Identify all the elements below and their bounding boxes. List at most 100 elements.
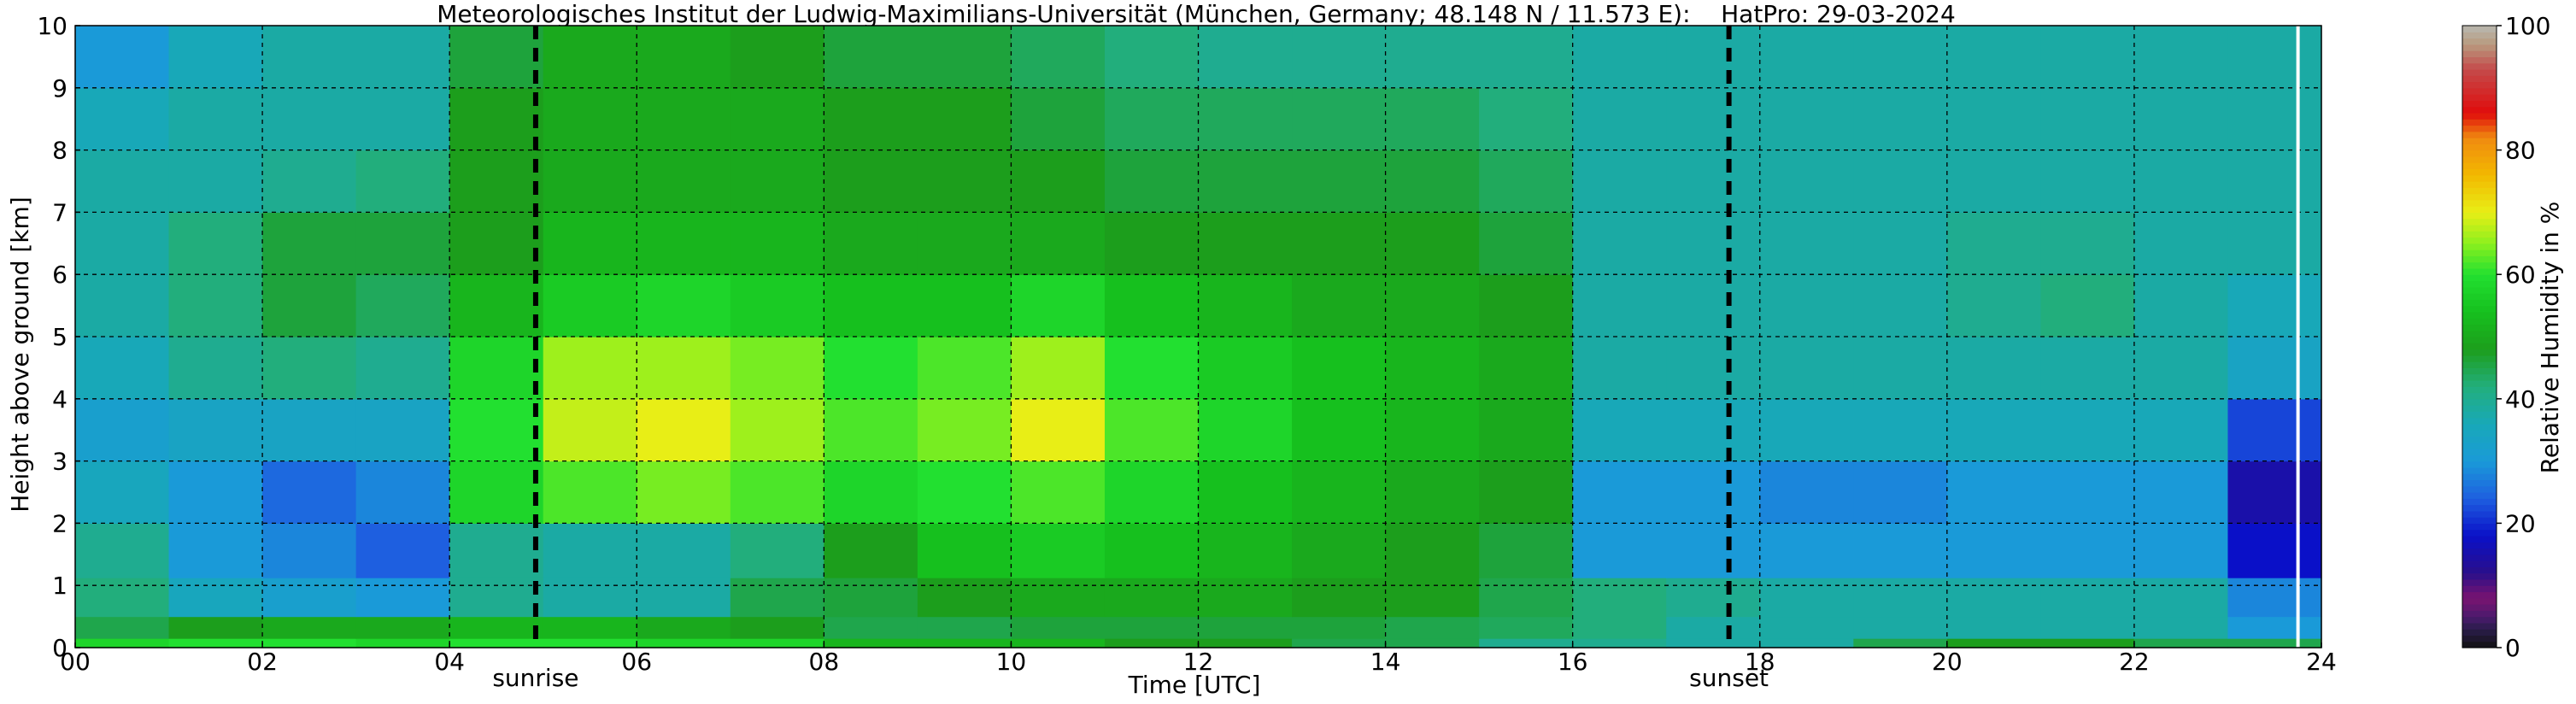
heatmap-cell bbox=[824, 523, 918, 578]
heatmap-cell bbox=[2133, 150, 2229, 213]
heatmap-cell bbox=[75, 26, 170, 89]
colorbar-segment bbox=[2462, 68, 2497, 76]
colorbar-segment bbox=[2462, 94, 2497, 101]
heatmap-cell bbox=[2040, 87, 2135, 151]
heatmap-cell bbox=[1946, 523, 2041, 578]
colorbar-segment bbox=[2462, 243, 2497, 250]
colorbar-segment bbox=[2462, 168, 2497, 176]
heatmap-cell bbox=[1292, 523, 1387, 578]
y-tick-label: 10 bbox=[37, 12, 67, 40]
heatmap-cell bbox=[1198, 461, 1293, 524]
heatmap-cell bbox=[1198, 638, 1293, 648]
colorbar-segment bbox=[2462, 504, 2497, 512]
colorbar-frame bbox=[2462, 25, 2497, 648]
heatmap-cell bbox=[355, 150, 450, 213]
heatmap-cell bbox=[2133, 398, 2229, 462]
heatmap-cell bbox=[730, 638, 824, 648]
heatmap-cell bbox=[1946, 461, 2041, 524]
colorbar-segment bbox=[2462, 517, 2497, 524]
heatmap-cell bbox=[168, 638, 263, 648]
heatmap-cell bbox=[2040, 523, 2135, 578]
colorbar-segment bbox=[2462, 510, 2497, 518]
heatmap-cell bbox=[917, 26, 1012, 89]
heatmap-cell bbox=[917, 398, 1012, 462]
colorbar-segment bbox=[2462, 218, 2497, 226]
y-tick-label: 1 bbox=[52, 572, 67, 600]
y-tick-label: 5 bbox=[52, 323, 67, 351]
heatmap-cell bbox=[1572, 274, 1667, 337]
heatmap-cell bbox=[730, 26, 824, 89]
colorbar-segment bbox=[2462, 398, 2497, 406]
heatmap-cell bbox=[75, 398, 170, 462]
colorbar-segment bbox=[2462, 181, 2497, 188]
x-tick-label: 16 bbox=[1558, 648, 1588, 676]
heatmap-cell bbox=[168, 150, 263, 213]
colorbar-segment bbox=[2462, 373, 2497, 381]
heatmap-cell bbox=[1292, 150, 1387, 213]
colorbar-segment bbox=[2462, 280, 2497, 288]
heatmap-cell bbox=[637, 337, 731, 400]
colorbar-segment bbox=[2462, 466, 2497, 474]
heatmap-cell bbox=[1759, 523, 1854, 578]
heatmap-cell bbox=[1946, 212, 2041, 275]
colorbar-segment bbox=[2462, 138, 2497, 144]
heatmap-cells bbox=[75, 26, 2322, 648]
heatmap-cell bbox=[262, 337, 357, 400]
heatmap-cell bbox=[262, 616, 357, 639]
heatmap-cell bbox=[1198, 398, 1293, 462]
colorbar-ticks: 0 20 40 60 80 100 bbox=[2497, 12, 2550, 662]
heatmap-cell bbox=[355, 523, 450, 578]
colorbar-segment bbox=[2462, 162, 2497, 170]
heatmap-cell bbox=[1385, 638, 1480, 648]
heatmap-cell bbox=[1853, 274, 1948, 337]
heatmap-cell bbox=[449, 398, 544, 462]
heatmap-cell bbox=[1572, 337, 1667, 400]
heatmap-cell bbox=[2227, 616, 2322, 639]
heatmap-cell bbox=[730, 150, 824, 213]
heatmap-cell bbox=[1853, 87, 1948, 151]
y-tick-label: 6 bbox=[52, 261, 67, 289]
heatmap-cell bbox=[168, 337, 263, 400]
colorbar-segment bbox=[2462, 461, 2497, 468]
colorbar-segment bbox=[2462, 100, 2497, 108]
heatmap-cell bbox=[1946, 578, 2041, 618]
colorbar-segment bbox=[2462, 361, 2497, 368]
x-tick-label: 02 bbox=[247, 648, 278, 676]
heatmap-cell bbox=[1572, 150, 1667, 213]
heatmap-cell bbox=[449, 212, 544, 275]
colorbar-segment bbox=[2462, 355, 2497, 362]
colorbar-segment bbox=[2462, 379, 2497, 387]
colorbar-tick-label: 100 bbox=[2505, 12, 2550, 40]
heatmap-cell bbox=[637, 616, 731, 639]
colorbar-segment bbox=[2462, 523, 2497, 531]
heatmap-cell bbox=[1479, 398, 1574, 462]
colorbar-segment bbox=[2462, 255, 2497, 263]
colorbar-segment bbox=[2462, 411, 2497, 419]
colorbar-segment bbox=[2462, 224, 2497, 232]
heatmap-cell bbox=[355, 638, 450, 648]
heatmap-cell bbox=[1479, 523, 1574, 578]
heatmap-cell bbox=[1011, 578, 1106, 618]
heatmap-cell bbox=[1946, 87, 2041, 151]
heatmap-cell bbox=[1572, 87, 1667, 151]
heatmap-cell bbox=[2227, 523, 2322, 578]
colorbar-segment bbox=[2462, 548, 2497, 555]
heatmap-cell bbox=[1572, 578, 1667, 618]
x-tick-label: 24 bbox=[2306, 648, 2337, 676]
y-axis-ticks: 0 1 2 3 4 5 6 7 8 9 10 bbox=[37, 12, 80, 662]
heatmap-cell bbox=[1104, 87, 1200, 151]
heatmap-cell bbox=[449, 578, 544, 618]
chart-title: Meteorologisches Institut der Ludwig-Max… bbox=[437, 0, 1956, 28]
heatmap-cell bbox=[1385, 212, 1480, 275]
colorbar-segment bbox=[2462, 455, 2497, 462]
heatmap-cell bbox=[637, 212, 731, 275]
heatmap-cell bbox=[1479, 274, 1574, 337]
colorbar-segment bbox=[2462, 112, 2497, 120]
heatmap-cell bbox=[75, 461, 170, 524]
heatmap-cell bbox=[730, 578, 824, 618]
colorbar-segment bbox=[2462, 349, 2497, 356]
heatmap-cell bbox=[1666, 274, 1761, 337]
heatmap-cell bbox=[2133, 461, 2229, 524]
heatmap-cell bbox=[1198, 150, 1293, 213]
colorbar-segment bbox=[2462, 535, 2497, 543]
